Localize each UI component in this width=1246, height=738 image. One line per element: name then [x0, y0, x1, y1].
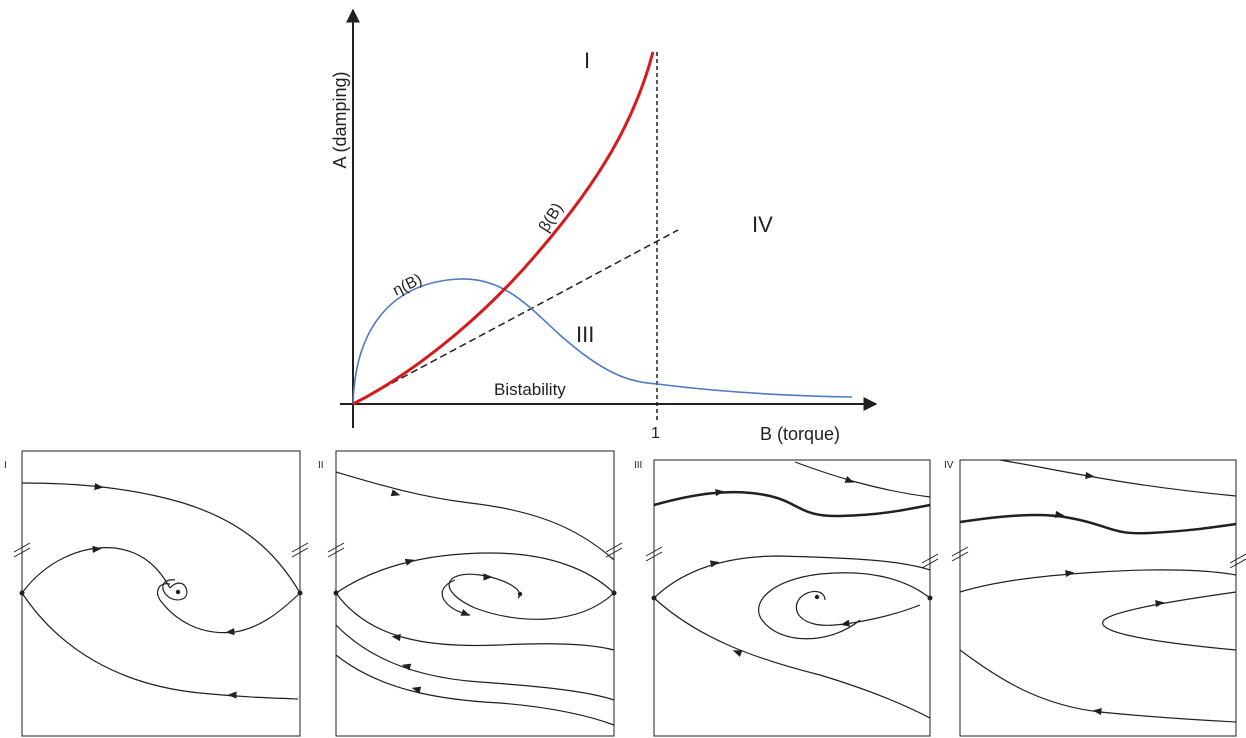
panel-frame-iv — [959, 459, 1237, 737]
region-label-bistability: Bistability — [494, 380, 566, 399]
saddle-point-left — [19, 590, 25, 596]
panel-frame-i — [21, 450, 301, 737]
saddle-point-left — [651, 595, 657, 601]
break-mark-right — [1229, 553, 1246, 569]
phase-portrait-i: I — [4, 450, 309, 737]
beta-curve-label: β(B) — [536, 200, 567, 235]
panel-label-i: I — [4, 460, 7, 471]
eta-curve — [352, 278, 853, 405]
stable-focus — [517, 591, 523, 597]
phase-portrait-iv: IV — [944, 459, 1246, 737]
saddle-point-right — [611, 590, 617, 596]
phase-portrait-ii: II — [318, 450, 623, 737]
break-mark-left — [645, 546, 663, 562]
phase-portrait-iii: III — [634, 459, 939, 737]
saddle-point-right — [927, 595, 933, 601]
stable-focus — [175, 589, 181, 595]
region-label-i: I — [584, 48, 590, 73]
break-mark-left — [13, 542, 31, 558]
saddle-point-left — [333, 590, 339, 596]
bifurcation-plot: A (damping) B (torque) 1 β(B) η(B) I IV … — [330, 8, 878, 444]
panel-frame-ii — [335, 450, 615, 737]
stable-focus — [814, 594, 820, 600]
x-tick-label-1: 1 — [651, 425, 660, 442]
panel-label-iii: III — [634, 460, 642, 471]
region-label-iii: III — [576, 322, 594, 347]
beta-curve — [352, 51, 655, 406]
panel-frame-iii — [653, 459, 931, 737]
region-label-iv: IV — [752, 212, 773, 237]
diagonal-dashed-line — [352, 229, 679, 405]
y-axis-label: A (damping) — [330, 71, 350, 168]
break-mark-right — [291, 542, 309, 558]
eta-curve-label: η(B) — [390, 271, 425, 300]
break-mark-right — [921, 553, 939, 569]
break-mark-left — [951, 546, 969, 562]
panel-label-iv: IV — [944, 460, 954, 471]
saddle-point-right — [297, 590, 303, 596]
break-mark-left — [327, 542, 345, 558]
x-axis-label: B (torque) — [760, 424, 840, 444]
panel-label-ii: II — [318, 460, 324, 471]
